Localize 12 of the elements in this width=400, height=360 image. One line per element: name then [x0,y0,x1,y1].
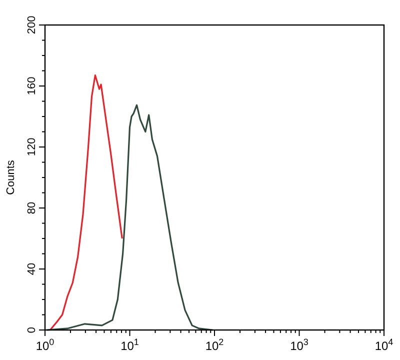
y-tick-label: 200 [26,16,38,34]
y-tick-label: 160 [26,76,38,96]
x-tick-label: 10$^{3}$ [290,337,308,353]
y-tick-label: 0 [26,326,38,334]
x-tick-label: 10$^{4}$ [374,337,394,353]
x-tick-label: 10$^{2}$ [205,337,224,353]
y-tick-label: 80 [26,202,38,214]
x-tick-label: 10$^{0}$ [36,337,54,353]
y-tick-label: 120 [26,138,38,156]
x-tick-label: 10$^{1}$ [120,337,139,353]
y-axis-title: Counts [5,160,17,195]
y-tick-label: 40 [26,262,38,276]
